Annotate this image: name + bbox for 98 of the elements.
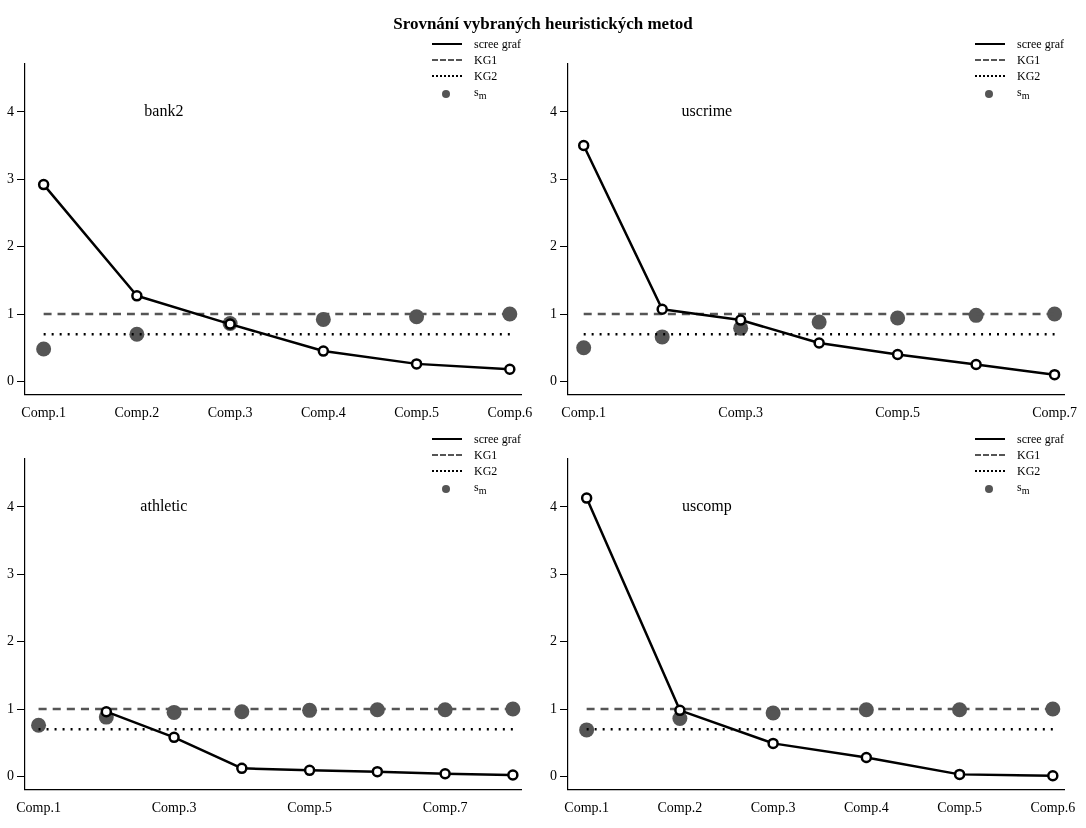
point — [303, 764, 316, 777]
x-tick-label: Comp.3 — [207, 405, 253, 421]
x-tick-label: Comp.6 — [487, 405, 533, 421]
point — [953, 768, 966, 781]
y-tick-label: 2 — [550, 238, 557, 254]
y-tick-label: 0 — [7, 768, 14, 784]
y-tick-label: 4 — [7, 103, 14, 119]
point — [410, 358, 423, 370]
x-tick-label: Comp.1 — [16, 800, 61, 816]
point — [674, 704, 686, 717]
legend-label: KG2 — [1017, 68, 1041, 84]
y-tick-label: 1 — [550, 305, 557, 321]
x-tick-label: Comp.1 — [561, 405, 607, 421]
point — [409, 309, 425, 325]
text: bank2 — [144, 102, 184, 120]
point — [504, 363, 516, 376]
legend-label: KG1 — [1017, 447, 1041, 463]
legend-label: KG2 — [474, 68, 498, 84]
y-tick-label: 3 — [550, 170, 557, 186]
point — [236, 762, 248, 775]
point — [439, 767, 451, 780]
y-tick-label: 1 — [550, 700, 557, 716]
point — [1048, 368, 1061, 381]
point — [654, 329, 670, 345]
legend-label: KG1 — [474, 52, 498, 68]
x-tick-label: Comp.3 — [151, 800, 197, 816]
y-tick-label: 3 — [7, 170, 14, 186]
y-tick-label: 1 — [7, 700, 14, 716]
point — [580, 492, 593, 504]
x-tick-label: Comp.3 — [750, 800, 796, 816]
point — [507, 769, 519, 781]
point — [371, 765, 384, 778]
y-tick-label: 0 — [550, 768, 557, 784]
x-tick-label: Comp.7 — [422, 800, 468, 816]
legend-label: s$_{m}$ — [1017, 84, 1030, 104]
legend-label: KG2 — [474, 463, 498, 479]
x-tick-label: Comp.3 — [718, 405, 764, 421]
point — [767, 737, 779, 750]
legend-label: scree graf — [474, 431, 521, 447]
legend-label: KG1 — [1017, 52, 1041, 68]
x-tick-label: Comp.5 — [287, 800, 332, 816]
point — [317, 345, 330, 357]
y-tick-label: 3 — [7, 565, 14, 581]
y-tick-label: 2 — [7, 238, 14, 254]
legend-label: s$_{m}$ — [1017, 479, 1030, 499]
legend-label: scree graf — [1017, 36, 1064, 52]
point — [970, 358, 982, 371]
point — [302, 702, 318, 718]
point — [579, 722, 595, 738]
point — [860, 751, 873, 764]
x-tick-label: Comp.4 — [843, 800, 889, 816]
y-tick-label: 2 — [550, 633, 557, 649]
legend-label: scree graf — [474, 36, 521, 52]
x-tick-label: Comp.5 — [937, 800, 982, 816]
text: uscrime — [681, 102, 733, 120]
point — [1047, 769, 1059, 782]
point — [576, 340, 592, 356]
point — [577, 139, 590, 152]
point — [129, 326, 145, 342]
point — [131, 290, 143, 302]
point — [166, 704, 182, 720]
legend-label: scree graf — [1017, 431, 1064, 447]
point — [100, 705, 113, 718]
point — [168, 731, 180, 744]
y-tick-label: 4 — [550, 103, 557, 119]
y-tick-label: 1 — [7, 305, 14, 321]
legend-label: KG2 — [1017, 463, 1041, 479]
point — [315, 311, 331, 327]
x-tick-label: Comp.5 — [394, 405, 439, 421]
legend-label: KG1 — [474, 447, 498, 463]
point — [734, 314, 747, 326]
y-tick-label: 0 — [7, 373, 14, 389]
y-tick-label: 4 — [7, 498, 14, 514]
point — [31, 717, 47, 733]
text: Srovnání vybraných heuristických metod — [393, 14, 693, 34]
text: uscomp — [681, 497, 732, 516]
y-tick-label: 4 — [550, 498, 557, 514]
point — [811, 314, 827, 330]
point — [952, 702, 968, 718]
y-tick-label: 2 — [7, 633, 14, 649]
x-tick-label: Comp.5 — [875, 405, 920, 421]
point — [36, 341, 52, 357]
x-tick-label: Comp.6 — [1030, 800, 1076, 816]
x-tick-label: Comp.2 — [114, 405, 160, 421]
legend-label: s$_{m}$ — [474, 479, 487, 499]
legend-label: s$_{m}$ — [474, 84, 487, 104]
point — [891, 348, 904, 361]
x-tick-label: Comp.7 — [1032, 405, 1077, 421]
y-tick-label: 0 — [550, 373, 557, 389]
x-tick-label: Comp.1 — [564, 800, 610, 816]
text: athletic — [140, 497, 188, 515]
x-tick-label: Comp.1 — [21, 405, 67, 421]
point — [656, 303, 668, 316]
point — [813, 337, 825, 349]
point — [37, 178, 50, 191]
x-tick-label: Comp.4 — [300, 405, 346, 421]
x-tick-label: Comp.2 — [657, 800, 703, 816]
y-tick-label: 3 — [550, 565, 557, 581]
